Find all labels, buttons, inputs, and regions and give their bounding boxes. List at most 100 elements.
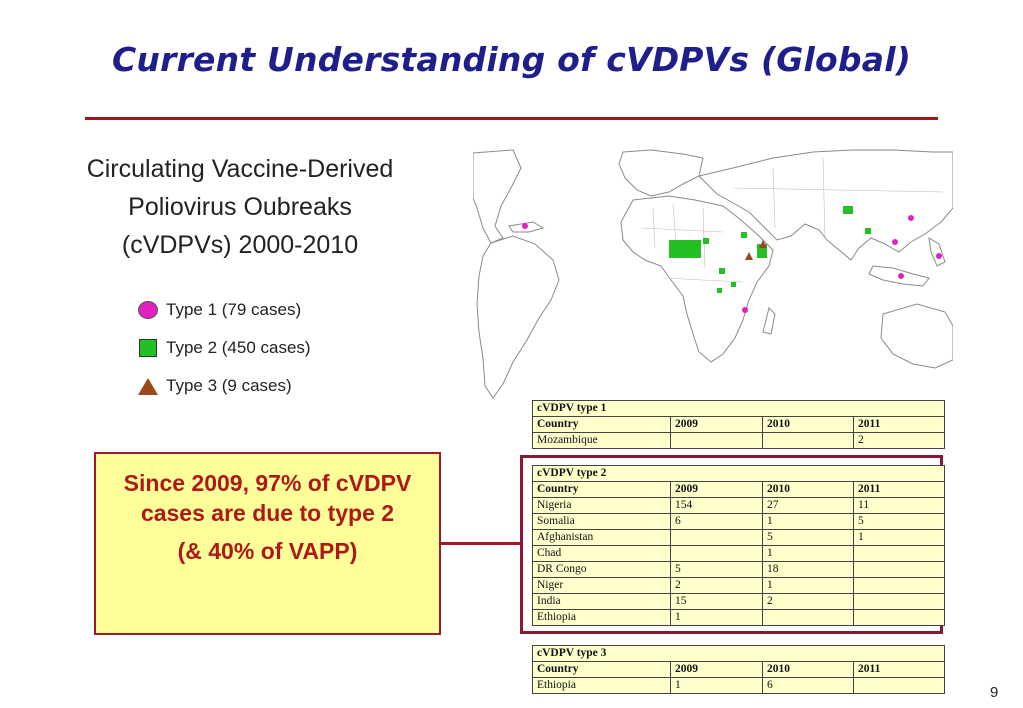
map-land-europe (618, 149, 704, 197)
country-cell: Nigeria (532, 497, 671, 514)
legend-item-type2: Type 2 (450 cases) (134, 329, 311, 367)
world-map-image (472, 149, 954, 399)
map-land-asia (698, 149, 954, 261)
column-header-2009: 2009 (670, 416, 763, 433)
cases-2010-cell: 18 (762, 561, 854, 578)
country-cell: Mozambique (532, 432, 671, 449)
country-cell: Niger (532, 577, 671, 594)
column-header-2011: 2011 (853, 661, 945, 678)
subtitle-line-2: Poliovirus Oubreaks (128, 193, 352, 221)
cases-2010-cell: 6 (762, 677, 854, 694)
cases-2009-cell: 2 (670, 577, 763, 594)
case-marker-mozambique (742, 307, 748, 313)
legend-item-type1: Type 1 (79 cases) (134, 291, 311, 329)
table-row: Ethiopia 1 6 (532, 677, 945, 694)
title-divider (85, 117, 938, 120)
cases-2010-cell: 1 (762, 545, 854, 562)
map-land-australia (880, 303, 954, 369)
cases-2011-cell (853, 561, 945, 578)
map-land-philippines (928, 237, 946, 267)
country-cell: Ethiopia (532, 609, 671, 626)
circle-marker-icon (134, 301, 162, 319)
cases-2009-cell: 1 (670, 677, 763, 694)
case-marker-philippines (936, 253, 942, 259)
column-header-2011: 2011 (853, 416, 945, 433)
column-header-2010: 2010 (762, 416, 854, 433)
map-legend: Type 1 (79 cases) Type 2 (450 cases) Typ… (134, 291, 311, 405)
column-header-2009: 2009 (670, 661, 763, 678)
cases-2009-cell: 5 (670, 561, 763, 578)
case-marker-indonesia (898, 273, 904, 279)
cvdpv-type2-table: cVDPV type 2 Country 2009 2010 2011 Nige… (532, 465, 945, 626)
case-marker-angola (717, 288, 722, 293)
case-marker-southeast-asia (892, 239, 898, 245)
legend-label-type2: Type 2 (450 cases) (166, 338, 311, 357)
country-cell: Ethiopia (532, 677, 671, 694)
cases-2011-cell: 5 (853, 513, 945, 530)
cvdpv-type1-table: cVDPV type 1 Country 2009 2010 2011 Moza… (532, 400, 945, 449)
callout-connector (441, 542, 521, 545)
country-cell: Somalia (532, 513, 671, 530)
cases-2009-cell (670, 545, 763, 562)
cases-2010-cell (762, 432, 854, 449)
map-land-madagascar (762, 307, 776, 335)
table-row: Niger 2 1 (532, 577, 945, 594)
map-land-central-america (472, 149, 522, 244)
cases-2009-cell: 15 (670, 593, 763, 610)
cases-2011-cell (853, 577, 945, 594)
case-marker-ethiopia-type3 (745, 252, 753, 260)
cases-2011-cell: 2 (853, 432, 945, 449)
table-caption: cVDPV type 1 (532, 400, 945, 417)
subtitle-line-3: (cVDPVs) 2000-2010 (121, 231, 359, 259)
column-header-2009: 2009 (670, 481, 763, 498)
table-row: India 15 2 (532, 593, 945, 610)
subtitle-line-1: Circulating Vaccine-Derived (86, 155, 394, 183)
cases-2010-cell: 1 (762, 577, 854, 594)
cases-2010-cell: 2 (762, 593, 854, 610)
case-marker-drc-2 (731, 282, 736, 287)
square-marker-icon (134, 339, 162, 357)
cases-2009-cell (670, 432, 763, 449)
world-map (472, 148, 954, 403)
legend-item-type3: Type 3 (9 cases) (134, 367, 311, 405)
map-subtitle: Circulating Vaccine-Derived Poliovirus O… (48, 150, 432, 264)
case-marker-india (865, 228, 871, 234)
table-row: Chad 1 (532, 545, 945, 562)
column-header-country: Country (532, 661, 671, 678)
callout-main-text: Since 2009, 97% of cVDPV cases are due t… (123, 470, 412, 526)
table-caption: cVDPV type 3 (532, 645, 945, 662)
legend-label-type1: Type 1 (79 cases) (166, 300, 302, 319)
cases-2009-cell: 154 (670, 497, 763, 514)
cvdpv-type3-table: cVDPV type 3 Country 2009 2010 2011 Ethi… (532, 645, 945, 694)
table-row: Afghanistan 5 1 (532, 529, 945, 546)
cases-2010-cell (762, 609, 854, 626)
page-number: 9 (990, 684, 999, 701)
column-header-2011: 2011 (853, 481, 945, 498)
case-marker-caribbean (522, 223, 528, 229)
cases-2011-cell (853, 677, 945, 694)
slide-title: Current Understanding of cVDPVs (Global) (112, 40, 911, 79)
column-header-2010: 2010 (762, 481, 854, 498)
case-marker-drc (719, 268, 725, 274)
column-header-country: Country (532, 416, 671, 433)
country-cell: Afghanistan (532, 529, 671, 546)
case-marker-chad (703, 238, 709, 244)
cases-2010-cell: 5 (762, 529, 854, 546)
column-header-country: Country (532, 481, 671, 498)
legend-label-type3: Type 3 (9 cases) (166, 376, 292, 395)
case-marker-ethiopia (741, 232, 747, 238)
cases-2009-cell (670, 529, 763, 546)
cases-2010-cell: 1 (762, 513, 854, 530)
country-cell: Chad (532, 545, 671, 562)
case-marker-somalia (757, 244, 767, 258)
cases-2011-cell (853, 609, 945, 626)
case-marker-afghanistan (843, 206, 853, 214)
cases-2011-cell: 1 (853, 529, 945, 546)
country-cell: India (532, 593, 671, 610)
case-marker-nigeria-cluster (669, 240, 701, 258)
cases-2010-cell: 27 (762, 497, 854, 514)
map-land-africa (620, 195, 774, 363)
country-cell: DR Congo (532, 561, 671, 578)
column-header-2010: 2010 (762, 661, 854, 678)
table-row: Nigeria 154 27 11 (532, 497, 945, 514)
